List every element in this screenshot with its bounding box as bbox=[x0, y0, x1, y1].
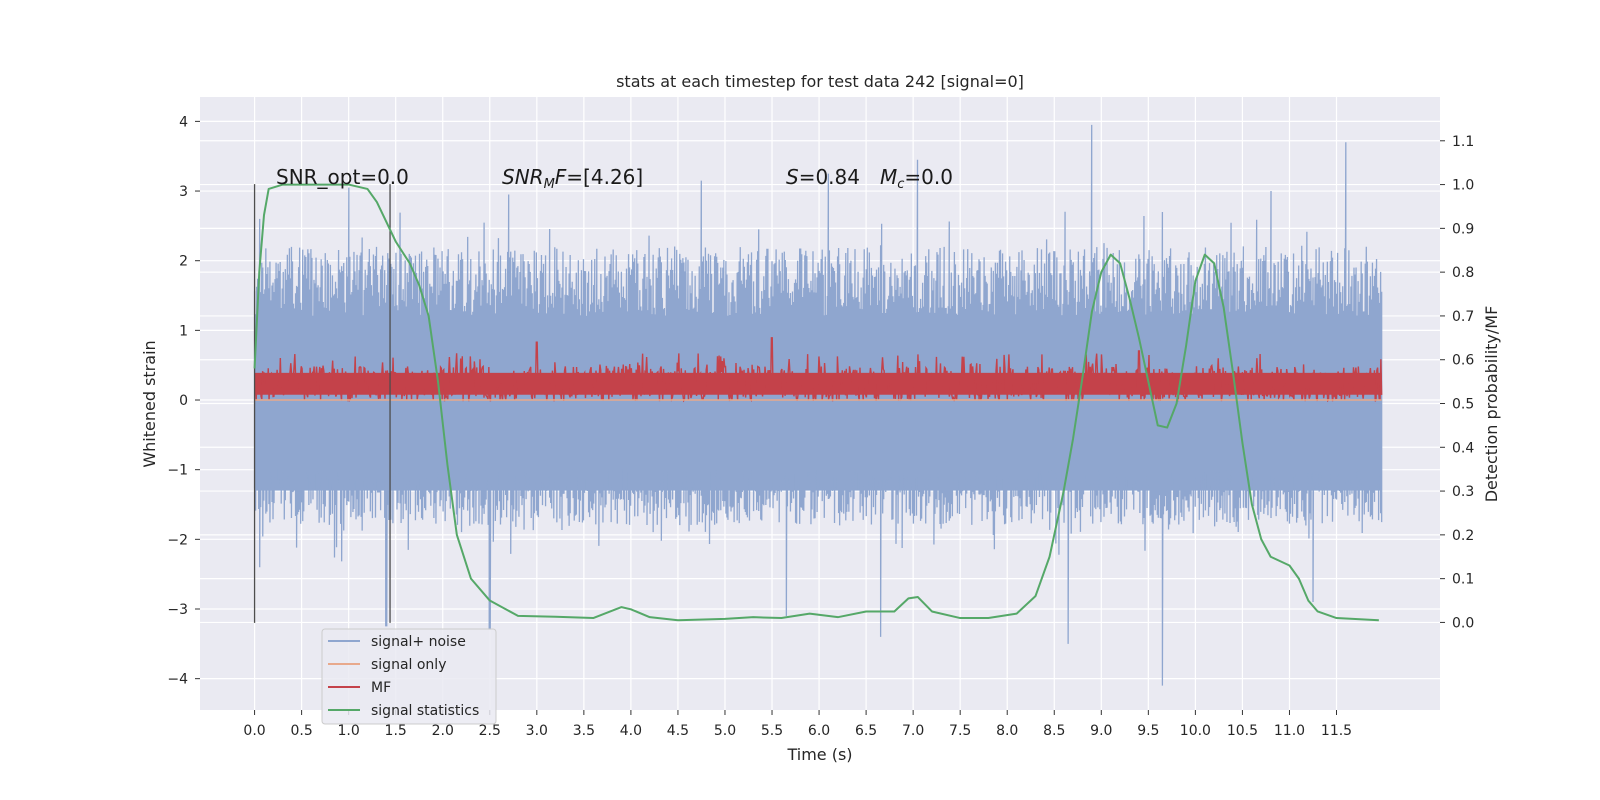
left-tick-label: −1 bbox=[167, 463, 188, 479]
right-tick-label: 0.6 bbox=[1452, 353, 1474, 369]
signal-noise-series bbox=[253, 124, 1383, 686]
x-tick-label: 3.0 bbox=[526, 723, 548, 739]
right-tick-label: 0.7 bbox=[1452, 309, 1474, 325]
legend-frame bbox=[321, 628, 497, 725]
right-tick-label: 0.1 bbox=[1452, 572, 1474, 588]
left-axis-ticks: −4 −3 −2 −1 0 1 2 3 4 bbox=[167, 114, 200, 688]
x-tick-label: 8.5 bbox=[1043, 723, 1065, 739]
right-tick-label: 0.9 bbox=[1452, 221, 1474, 237]
left-tick-label: −2 bbox=[167, 532, 188, 548]
x-tick-label: 4.0 bbox=[620, 723, 642, 739]
x-tick-label: 4.5 bbox=[667, 723, 689, 739]
left-tick-label: 3 bbox=[179, 184, 188, 200]
x-tick-label: 9.5 bbox=[1137, 723, 1159, 739]
x-tick-label: 0.5 bbox=[290, 723, 312, 739]
x-tick-label: 10.5 bbox=[1227, 723, 1258, 739]
x-tick-label: 6.0 bbox=[808, 723, 830, 739]
right-tick-label: 1.0 bbox=[1452, 178, 1474, 194]
x-tick-label: 6.5 bbox=[855, 723, 877, 739]
x-tick-label: 8.0 bbox=[996, 723, 1018, 739]
x-tick-label: 10.0 bbox=[1180, 723, 1211, 739]
vertical-markers bbox=[253, 184, 391, 623]
right-tick-label: 0.5 bbox=[1452, 397, 1474, 413]
x-tick-label: 2.0 bbox=[432, 723, 454, 739]
x-tick-label: 7.5 bbox=[949, 723, 971, 739]
legend-label-mf: MF bbox=[371, 680, 391, 696]
right-tick-label: 0.2 bbox=[1452, 528, 1474, 544]
left-tick-label: 1 bbox=[179, 323, 188, 339]
left-tick-label: 0 bbox=[179, 393, 188, 409]
x-tick-label: 9.0 bbox=[1090, 723, 1112, 739]
right-tick-label: 0.0 bbox=[1452, 615, 1474, 631]
x-tick-label: 0.0 bbox=[243, 723, 265, 739]
x-tick-label: 7.0 bbox=[902, 723, 924, 739]
annotation-mc: Mc=0.0 bbox=[880, 165, 953, 192]
annotations: SNR_opt=0.0 SNRMF=[4.26] S=0.84 Mc=0.0 bbox=[276, 165, 953, 192]
right-axis-ticks: 0.0 0.1 0.2 0.3 0.4 0.5 0.6 0.7 0.8 0.9 1.0 1.1 bbox=[1440, 134, 1474, 631]
x-tick-label: 11.5 bbox=[1321, 723, 1352, 739]
left-tick-label: −4 bbox=[167, 672, 188, 688]
mf-line bbox=[253, 337, 1383, 403]
x-tick-label: 2.5 bbox=[479, 723, 501, 739]
left-tick-label: 4 bbox=[179, 114, 188, 130]
right-tick-label: 1.1 bbox=[1452, 134, 1474, 150]
left-tick-label: −3 bbox=[167, 602, 188, 618]
right-tick-label: 0.4 bbox=[1452, 440, 1474, 456]
x-tick-label: 3.5 bbox=[573, 723, 595, 739]
signal-statistics-series bbox=[253, 183, 1379, 622]
left-tick-label: 2 bbox=[179, 254, 188, 270]
legend-label-signal-noise: signal+ noise bbox=[371, 634, 466, 650]
legend-label-signal-statistics: signal statistics bbox=[371, 703, 479, 719]
x-axis-ticks: 0.0 0.5 1.0 1.5 2.0 2.5 3.0 3.5 4.0 4.5 5.0 5.5 6.0 6… bbox=[243, 710, 1352, 739]
chart-title: stats at each timestep for test data 242… bbox=[616, 72, 1024, 91]
right-axis-label: Detection probability/MF bbox=[1482, 306, 1501, 503]
x-tick-label: 1.5 bbox=[385, 723, 407, 739]
signal-statistics-line bbox=[253, 183, 1379, 622]
x-tick-label: 1.0 bbox=[338, 723, 360, 739]
annotation-snr-mf: SNRMF=[4.26] bbox=[502, 165, 643, 192]
left-axis-label: Whitened strain bbox=[140, 340, 159, 467]
legend: signal+ noise signal only MF signal stat… bbox=[321, 628, 497, 725]
mf-series bbox=[253, 337, 1383, 403]
x-tick-label: 11.0 bbox=[1274, 723, 1305, 739]
right-tick-label: 0.8 bbox=[1452, 265, 1474, 281]
legend-label-signal-only: signal only bbox=[371, 657, 446, 673]
x-axis-label: Time (s) bbox=[786, 745, 852, 764]
annotation-s: S=0.84 bbox=[786, 165, 860, 189]
x-tick-label: 5.5 bbox=[761, 723, 783, 739]
annotation-snr-opt: SNR_opt=0.0 bbox=[276, 165, 409, 189]
x-tick-label: 5.0 bbox=[714, 723, 736, 739]
right-tick-label: 0.3 bbox=[1452, 484, 1474, 500]
